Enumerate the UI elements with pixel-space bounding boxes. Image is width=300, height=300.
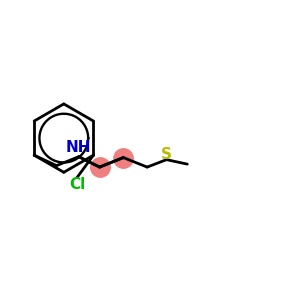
Text: NH: NH <box>66 140 92 155</box>
Text: Cl: Cl <box>69 177 85 192</box>
Text: S: S <box>161 147 172 162</box>
